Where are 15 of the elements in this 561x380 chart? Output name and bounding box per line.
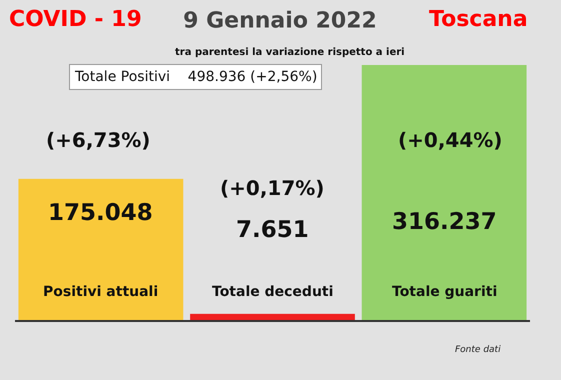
annotation: (+6,73%) [46, 128, 150, 152]
text: Toscana [429, 7, 528, 32]
x-tick-label: Totale guariti [392, 284, 498, 300]
data-label: 316.237 [392, 209, 497, 235]
annotation: Totale Positivi 498.936 (+2,56%) [74, 69, 318, 85]
x-tick-label: Positivi attuali [43, 284, 158, 300]
source-note: Fonte dati [455, 345, 502, 355]
chart-title: 9 Gennaio 2022 [183, 8, 377, 34]
data-label: 175.048 [48, 200, 153, 226]
annotation: (+0,17%) [220, 176, 324, 200]
annotation: (+0,44%) [398, 128, 502, 152]
chart-subtitle: tra parentesi la variazione rispetto a ieri [175, 47, 405, 58]
x-tick-label: Totale deceduti [212, 284, 334, 300]
data-label: 7.651 [236, 217, 309, 243]
text: COVID - 19 [9, 7, 142, 32]
